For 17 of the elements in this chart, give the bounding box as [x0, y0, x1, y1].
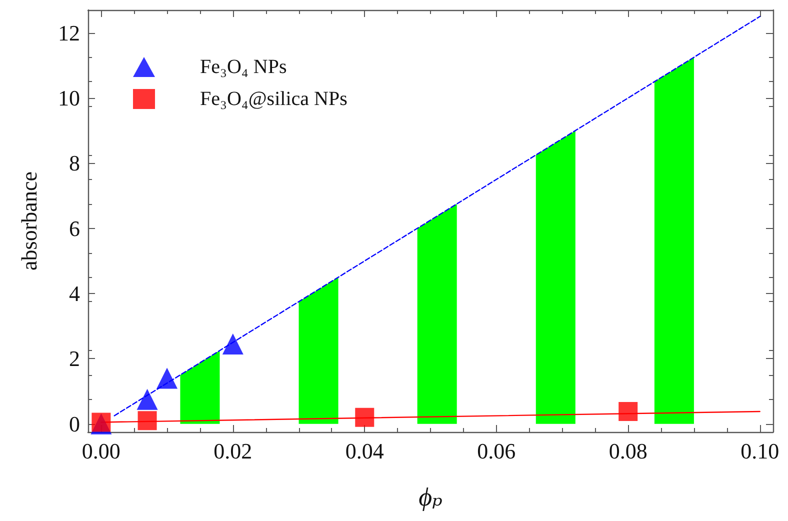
y-tick-label: 8 [69, 150, 80, 176]
x-tick-label: 0.10 [740, 438, 780, 464]
legend-label: Fe₃O₄ NPs [200, 56, 287, 78]
x-tick-label: 0.06 [477, 438, 516, 464]
y-tick-label: 0 [69, 411, 80, 436]
y-tick-label: 6 [69, 216, 80, 241]
x-tick-label: 0.08 [608, 438, 648, 464]
x-axis-title: ϕₚ [418, 482, 442, 512]
x-tick-label: 0.02 [214, 438, 252, 464]
x-tick-label: 0.00 [82, 438, 120, 464]
y-tick-label: 12 [58, 20, 80, 46]
y-axis-title: absorbance [16, 172, 42, 270]
legend-label: Fe₃O₄@silica NPs [200, 88, 348, 110]
y-tick-label: 2 [69, 346, 80, 372]
y-tick-label: 4 [69, 281, 80, 306]
x-tick-label: 0.04 [345, 438, 384, 464]
y-tick-label: 10 [58, 85, 80, 110]
